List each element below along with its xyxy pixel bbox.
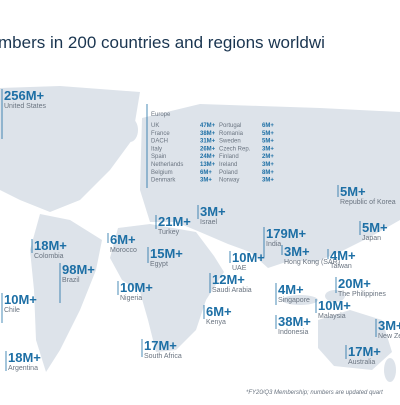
member-count: 21M+ xyxy=(158,214,191,229)
europe-country: Romania xyxy=(219,131,244,137)
europe-country: Norway xyxy=(219,178,239,184)
europe-count: 26M+ xyxy=(200,146,216,152)
member-count: 256M+ xyxy=(4,88,45,103)
europe-country: Ireland xyxy=(219,162,237,168)
member-count: 38M+ xyxy=(278,314,311,329)
country-name: Argentina xyxy=(8,365,38,372)
europe-list: UK 47M+ Portugal 6M+ France 38M+ Romania 5M+ DAC… xyxy=(151,123,274,184)
member-count: 10M+ xyxy=(4,292,37,307)
europe-country: Sweden xyxy=(219,139,241,145)
country-name: Chile xyxy=(4,307,20,314)
country-name: Republic of Korea xyxy=(340,199,396,206)
europe-country: UK xyxy=(151,123,159,129)
member-count: 17M+ xyxy=(144,338,177,353)
country-name: Japan xyxy=(362,235,381,242)
country-name: Morocco xyxy=(110,247,137,254)
member-count: 5M+ xyxy=(362,220,388,235)
europe-country: Finland xyxy=(219,154,239,160)
europe-country: Portugal xyxy=(219,123,241,129)
europe-count: 3M+ xyxy=(200,178,212,184)
member-count: 20M+ xyxy=(338,276,371,291)
europe-count: 5M+ xyxy=(262,131,274,137)
member-count: 98M+ xyxy=(62,262,95,277)
country-name: Malaysia xyxy=(318,313,346,320)
member-count: 5M+ xyxy=(340,184,366,199)
member-count: 6M+ xyxy=(206,304,232,319)
country-name: Hong Kong (SAR) xyxy=(284,259,340,266)
europe-country: Denmark xyxy=(151,178,176,184)
country-name: Saudi Arabia xyxy=(212,287,252,294)
europe-count: 2M+ xyxy=(262,154,274,160)
europe-country: Poland xyxy=(219,170,238,176)
country-name: India xyxy=(266,241,281,248)
member-count: 15M+ xyxy=(150,246,183,261)
country-name: The Philippines xyxy=(338,291,386,298)
europe-count: 13M+ xyxy=(200,162,216,168)
country-name: Israel xyxy=(200,219,218,226)
country-name: Egypt xyxy=(150,261,168,268)
world-map xyxy=(0,86,400,382)
member-count: 6M+ xyxy=(110,232,136,247)
europe-count: 6M+ xyxy=(200,170,212,176)
europe-count: 3M+ xyxy=(262,178,274,184)
europe-country: France xyxy=(151,131,170,137)
country-name: Turkey xyxy=(158,229,180,236)
member-count: 3M+ xyxy=(200,204,226,219)
europe-country: Czech Rep. xyxy=(219,146,251,152)
member-count: 12M+ xyxy=(212,272,245,287)
country-name: Taiwan xyxy=(330,263,352,270)
country-name: United States xyxy=(4,103,47,110)
member-count: 18M+ xyxy=(8,350,41,365)
europe-heading: Europe xyxy=(151,112,171,118)
member-count: 17M+ xyxy=(348,344,381,359)
europe-count: 38M+ xyxy=(200,131,216,137)
country-name: Colombia xyxy=(34,253,64,260)
europe-count: 47M+ xyxy=(200,123,216,129)
country-name: UAE xyxy=(232,265,247,272)
country-name: Kenya xyxy=(206,319,226,326)
member-count: 4M+ xyxy=(278,282,304,297)
member-count: 3M+ xyxy=(378,318,400,333)
europe-count: 8M+ xyxy=(262,170,274,176)
member-count: 179M+ xyxy=(266,226,307,241)
europe-count: 3M+ xyxy=(262,162,274,168)
country-name: New Zealand xyxy=(378,333,400,340)
member-count: 4M+ xyxy=(330,248,356,263)
europe-count: 5M+ xyxy=(262,139,274,145)
europe-count: 6M+ xyxy=(262,123,274,129)
country-name: Brazil xyxy=(62,277,80,284)
europe-count: 24M+ xyxy=(200,154,216,160)
member-count: 10M+ xyxy=(120,280,153,295)
europe-country: Belgium xyxy=(151,170,173,176)
europe-country: Netherlands xyxy=(151,162,183,168)
member-count: 10M+ xyxy=(232,250,265,265)
country-name: Nigeria xyxy=(120,295,142,302)
country-labels: 256M+United States179M+India5M+Republic … xyxy=(1,88,400,372)
europe-country: Spain xyxy=(151,154,166,160)
member-count: 10M+ xyxy=(318,298,351,313)
country-name: Australia xyxy=(348,359,375,366)
country-name: Singapore xyxy=(278,297,310,304)
country-name: South Africa xyxy=(144,353,182,360)
europe-country: Italy xyxy=(151,146,162,152)
europe-count: 3M+ xyxy=(262,146,274,152)
europe-count: 31M+ xyxy=(200,139,216,145)
country-name: Indonesia xyxy=(278,329,308,336)
europe-country: DACH xyxy=(151,139,168,145)
member-count: 18M+ xyxy=(34,238,67,253)
title: mbers in 200 countries and regions world… xyxy=(0,33,325,52)
member-count: 3M+ xyxy=(284,244,310,259)
footnote: *FY20/Q3 Membership; numbers are updated… xyxy=(246,390,383,396)
